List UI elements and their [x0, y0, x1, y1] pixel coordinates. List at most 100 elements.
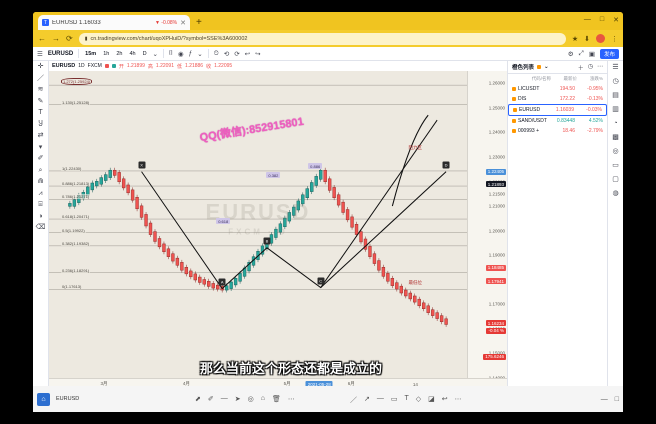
trash-icon[interactable]: ⌫ [35, 224, 46, 231]
pivot-marker[interactable]: C [317, 277, 325, 285]
pivot-marker[interactable]: B [263, 237, 271, 245]
watchlist-icon[interactable]: ☰ [612, 64, 619, 71]
eraser-icon[interactable]: ◪ [428, 396, 435, 403]
price-scale-label: 1.25000 [488, 105, 505, 111]
line2-icon[interactable]: ↗ [364, 396, 370, 403]
maximize-icon[interactable]: □ [599, 16, 605, 23]
minimize-icon[interactable]: — [583, 16, 591, 23]
text-icon[interactable]: T [38, 109, 43, 116]
reload-icon[interactable]: ⟳ [66, 34, 73, 43]
shape-icon[interactable]: ◇ [415, 396, 422, 403]
snapshot-icon[interactable]: ▣ [588, 50, 595, 58]
close-window-icon[interactable]: ✕ [613, 17, 619, 24]
magnet-icon[interactable]: ⋒ [37, 178, 44, 185]
cursor-icon[interactable]: ⬈ [195, 396, 201, 403]
time-scale[interactable]: 3月 4月 5月 6月 14 2021-05-28 [49, 378, 507, 389]
dash-icon[interactable]: — [376, 395, 384, 402]
pivot-marker[interactable]: X [138, 161, 146, 169]
rect-icon[interactable]: ▭ [390, 396, 398, 403]
lock-icon[interactable]: ⌸ [38, 201, 43, 208]
calendar-icon[interactable]: ▥ [612, 106, 619, 113]
timeframe-d[interactable]: D [142, 50, 147, 57]
compare-icon[interactable]: ◉ [177, 50, 184, 58]
magnifier-icon[interactable]: ⌕ [38, 166, 43, 174]
new-tab-button[interactable]: + [196, 17, 202, 28]
hamburger-icon[interactable]: ☰ [37, 50, 43, 58]
pivot-marker[interactable]: D [442, 161, 450, 169]
browser-tab[interactable]: T EURUSD 1.16033 ▼ -0.08% ✕ [38, 15, 190, 30]
back-icon[interactable]: ← [38, 34, 46, 43]
settings-icon[interactable]: ⚙ [567, 50, 574, 58]
alerts-icon[interactable]: ◷ [612, 78, 619, 85]
minimize-icon[interactable]: — [600, 395, 608, 403]
price-scale[interactable]: 1.260001.250001.240001.230001.220001.215… [467, 71, 507, 381]
line-icon[interactable]: — [220, 395, 228, 402]
watchlist-row[interactable]: EURUSD 1.16039 -0.03% [508, 104, 607, 116]
brush-icon[interactable]: ✎ [37, 97, 44, 105]
avatar[interactable] [596, 34, 605, 43]
news-icon[interactable]: ▤ [612, 92, 619, 99]
pencil-icon[interactable]: ✐ [37, 155, 44, 162]
chevron-down-icon[interactable]: ⌄ [544, 64, 549, 70]
watchlist-row[interactable]: 000993 + 18.46 -2.79% [508, 126, 607, 136]
timeframe-1h[interactable]: 1h [103, 50, 110, 57]
watchlist-row[interactable]: SAND/USDT 0.83448 4.52% [508, 116, 607, 126]
fib-icon[interactable]: ≋ [37, 86, 44, 93]
more2-icon[interactable]: ⋯ [454, 396, 462, 403]
eye-icon[interactable]: ◑ [38, 212, 43, 220]
arrow-icon[interactable]: ➤ [234, 396, 241, 403]
candle-style-icon[interactable]: ⌷ [169, 49, 173, 57]
text-icon[interactable]: T [404, 395, 409, 402]
legend-symbol[interactable]: EURUSD [52, 63, 76, 69]
forward-icon[interactable]: → [52, 34, 60, 43]
watchlist-row[interactable]: DIS 172.22 -0.13% [508, 94, 607, 104]
timeframe-15m[interactable]: 15m [85, 50, 97, 57]
more-icon[interactable]: ⋯ [287, 396, 295, 403]
redo-icon[interactable]: ↪ [255, 50, 261, 58]
pattern-icon[interactable]: Ⴘ [38, 120, 43, 128]
undo-icon[interactable]: ↩ [244, 50, 251, 58]
timeframe-4h[interactable]: 4h [129, 50, 136, 57]
measure-icon[interactable]: ⇄ [37, 132, 44, 139]
replay-icon[interactable]: ⟲ [223, 50, 230, 58]
add-icon[interactable]: ＋ [577, 65, 584, 72]
more-icon[interactable]: ⋯ [597, 63, 603, 70]
address-bar[interactable]: ▮ cn.tradingview.com/chart/uqoXPHuiD/?sy… [78, 32, 566, 45]
template-chevron-icon[interactable]: ⌄ [197, 50, 203, 58]
trendline-icon[interactable]: ／ [37, 74, 44, 82]
ideas-icon[interactable]: ◔ [613, 120, 618, 127]
timeframe-2h[interactable]: 2h [116, 50, 123, 57]
hotlist-icon[interactable]: ▩ [612, 134, 619, 141]
object-tree-icon[interactable]: ▢ [612, 176, 619, 183]
ellipse-icon[interactable]: ◎ [247, 396, 254, 403]
publish-button[interactable]: 发布 [599, 48, 619, 59]
pivot-marker[interactable]: A [218, 278, 226, 286]
bar-replay-icon[interactable]: ⟳ [234, 50, 240, 58]
more-icon[interactable]: ⋮ [611, 35, 618, 43]
watchlist-row[interactable]: LICUSDT 194.50 -0.95% [508, 84, 607, 94]
arrow-down-icon[interactable]: ▾ [38, 143, 43, 151]
data-window-icon[interactable]: ◍ [612, 190, 619, 197]
price-chart[interactable]: EURUSD FXCM · D QQ(微信):852915801 1.272(1… [49, 71, 467, 378]
bookmark-icon[interactable]: ★ [571, 35, 579, 43]
chevron-down-icon[interactable]: ⌄ [152, 50, 158, 58]
trash-icon[interactable]: 🗑 [271, 396, 281, 403]
pencil-icon[interactable]: ✐ [207, 396, 214, 403]
maximize-icon[interactable]: □ [614, 395, 619, 403]
home-icon[interactable]: ⌂ [37, 392, 50, 406]
lock-icon[interactable]: ⌂ [260, 395, 265, 402]
close-icon[interactable]: ✕ [180, 19, 186, 27]
clock-icon[interactable]: ◷ [587, 63, 593, 70]
pen-icon[interactable]: ／ [350, 397, 357, 404]
crosshair-icon[interactable]: ✛ [37, 63, 44, 70]
chat-icon[interactable]: ▭ [612, 162, 619, 169]
watchlist-header[interactable]: 橙色列表 ⌄ ＋ ◷ ⋯ [508, 61, 607, 74]
tv-symbol[interactable]: EURUSD [47, 50, 74, 57]
drawing-mode-icon[interactable]: ⩘ [38, 189, 43, 197]
download-icon[interactable]: ⬇ [584, 35, 590, 43]
undo2-icon[interactable]: ↩ [441, 396, 448, 403]
indicator-icon[interactable]: ƒ [188, 50, 193, 57]
alert-icon[interactable]: ⏲ [213, 49, 219, 57]
notes-icon[interactable]: ◎ [612, 148, 619, 155]
fullscreen-icon[interactable]: ⤢ [578, 49, 584, 57]
